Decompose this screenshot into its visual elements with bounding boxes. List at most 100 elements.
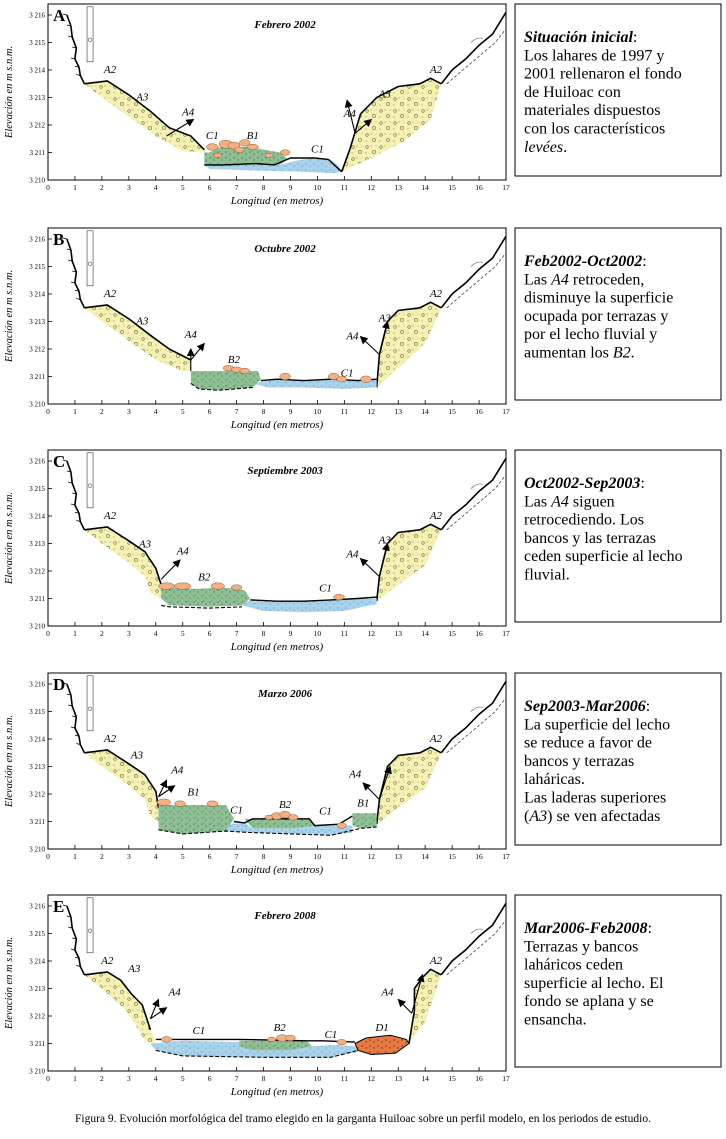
x-axis-label: Longitud (en metros): [230, 1086, 324, 1098]
deposit-d: [354, 1034, 410, 1056]
gauge-marker: [86, 897, 94, 954]
x-tick-label: 15: [448, 629, 456, 638]
x-tick-label: 17: [502, 407, 510, 416]
x-tick-label: 17: [502, 629, 510, 638]
boulder: [158, 582, 175, 590]
y-tick-label: 3 214: [29, 958, 45, 966]
bank-b: [161, 587, 251, 607]
note-box: [514, 227, 722, 401]
note-line: levées.: [524, 139, 567, 156]
x-tick-label: 3: [127, 407, 131, 416]
note-line: (A3) se ven afectadas: [524, 808, 660, 825]
note-line: con los característicos: [524, 121, 665, 138]
boulder: [288, 814, 299, 821]
terrace-left-outline: [84, 80, 205, 151]
gauge-detail: [87, 928, 93, 933]
x-tick-label: 8: [262, 407, 266, 416]
boulder: [360, 375, 372, 383]
unit-label: C1: [206, 130, 219, 142]
note-line: Oct2002-Sep2003:: [524, 475, 645, 492]
unit-label: A3: [138, 539, 152, 551]
panel-letter: A: [53, 6, 66, 25]
y-tick-label: 3 212: [29, 1013, 45, 1021]
x-tick-label: 9: [289, 407, 293, 416]
retreat-arrow: [149, 998, 160, 1019]
y-tick-label: 3 211: [30, 595, 46, 603]
slope-detail: [470, 706, 484, 712]
unit-label: A2: [103, 288, 117, 300]
terrace-left-outline: [84, 971, 152, 1031]
x-tick-label: 4: [154, 852, 158, 861]
x-tick-label: 11: [341, 407, 348, 416]
x-tick-label: 11: [341, 629, 348, 638]
note-line: materiales dispuestos: [524, 102, 660, 119]
gauge-marker: [86, 230, 94, 287]
unit-label: A2: [429, 288, 443, 300]
note-segment: Sep2003-Mar2006: [524, 698, 646, 715]
x-tick-label: 1: [73, 183, 77, 192]
note-segment: levées: [524, 139, 563, 156]
note-box: [514, 672, 722, 846]
x-tick-label: 14: [421, 852, 429, 861]
x-tick-label: 4: [154, 407, 158, 416]
x-tick-label: 2: [100, 1074, 104, 1083]
left-slope: [66, 683, 86, 754]
y-tick-label: 3 214: [29, 513, 45, 521]
x-tick-label: 0: [46, 629, 50, 638]
retreat-arrow: [344, 99, 356, 134]
panel-date: Febrero 2008: [253, 910, 316, 922]
x-tick-label: 14: [421, 183, 429, 192]
slope-hatch: [62, 682, 67, 685]
note-segment: :: [633, 29, 637, 46]
note-line: aumentan los B2.: [524, 345, 635, 362]
x-tick-label: 10: [314, 183, 322, 192]
x-tick-label: 1: [73, 852, 77, 861]
panel-letter: B: [53, 230, 64, 249]
retreat-arrow: [166, 118, 195, 137]
unit-label: B2: [198, 572, 211, 584]
unit-label: A2: [103, 64, 117, 76]
boulder: [234, 146, 245, 153]
note-segment: por el lecho fluvial y: [524, 326, 657, 343]
x-tick-label: 17: [502, 1074, 510, 1083]
note-line: Terrazas y bancos: [524, 938, 638, 955]
retreat-arrow: [354, 118, 373, 134]
note-line: bancos y las terrazas: [524, 530, 656, 547]
x-tick-label: 15: [448, 1074, 456, 1083]
unit-label: A3: [135, 315, 149, 327]
note-segment: .: [631, 345, 635, 362]
retreat-arrow: [378, 765, 392, 800]
terrace-right-outline: [340, 77, 442, 172]
terrace-left-outline: [84, 304, 192, 361]
x-tick-label: 9: [289, 629, 293, 638]
note-line: ensancha.: [524, 1012, 587, 1029]
note-segment: bancos y terrazas: [524, 753, 634, 770]
retreat-arrow: [411, 973, 425, 1014]
unit-label: A2: [429, 64, 443, 76]
retreat-arrow: [160, 559, 181, 580]
unit-label: C1: [324, 1029, 337, 1041]
y-tick-label: 3 215: [29, 485, 45, 493]
y-tick-label: 3 211: [30, 818, 46, 826]
x-tick-label: 5: [181, 407, 185, 416]
bed-c: [225, 822, 353, 836]
slope-hatch: [62, 237, 67, 240]
note-segment: A3: [528, 808, 547, 825]
x-tick-label: 1: [73, 407, 77, 416]
note-segment: Terrazas y bancos: [524, 938, 638, 955]
slope-hatch: [72, 492, 77, 495]
y-tick-label: 3 213: [29, 94, 45, 102]
y-tick-label: 3 210: [29, 1068, 45, 1076]
figure-caption: Figura 9. Evolución morfológica del tram…: [75, 1113, 651, 1125]
note-line: ocupada por terrazas y: [524, 308, 668, 325]
unit-label: C1: [319, 583, 332, 595]
x-tick-label: 10: [314, 852, 322, 861]
x-tick-label: 3: [127, 852, 131, 861]
x-tick-label: 12: [368, 407, 376, 416]
y-tick-label: 3 214: [29, 291, 45, 299]
slope-hatch: [74, 956, 80, 959]
unit-label: A4: [170, 764, 184, 776]
retreat-arrow: [190, 342, 205, 361]
